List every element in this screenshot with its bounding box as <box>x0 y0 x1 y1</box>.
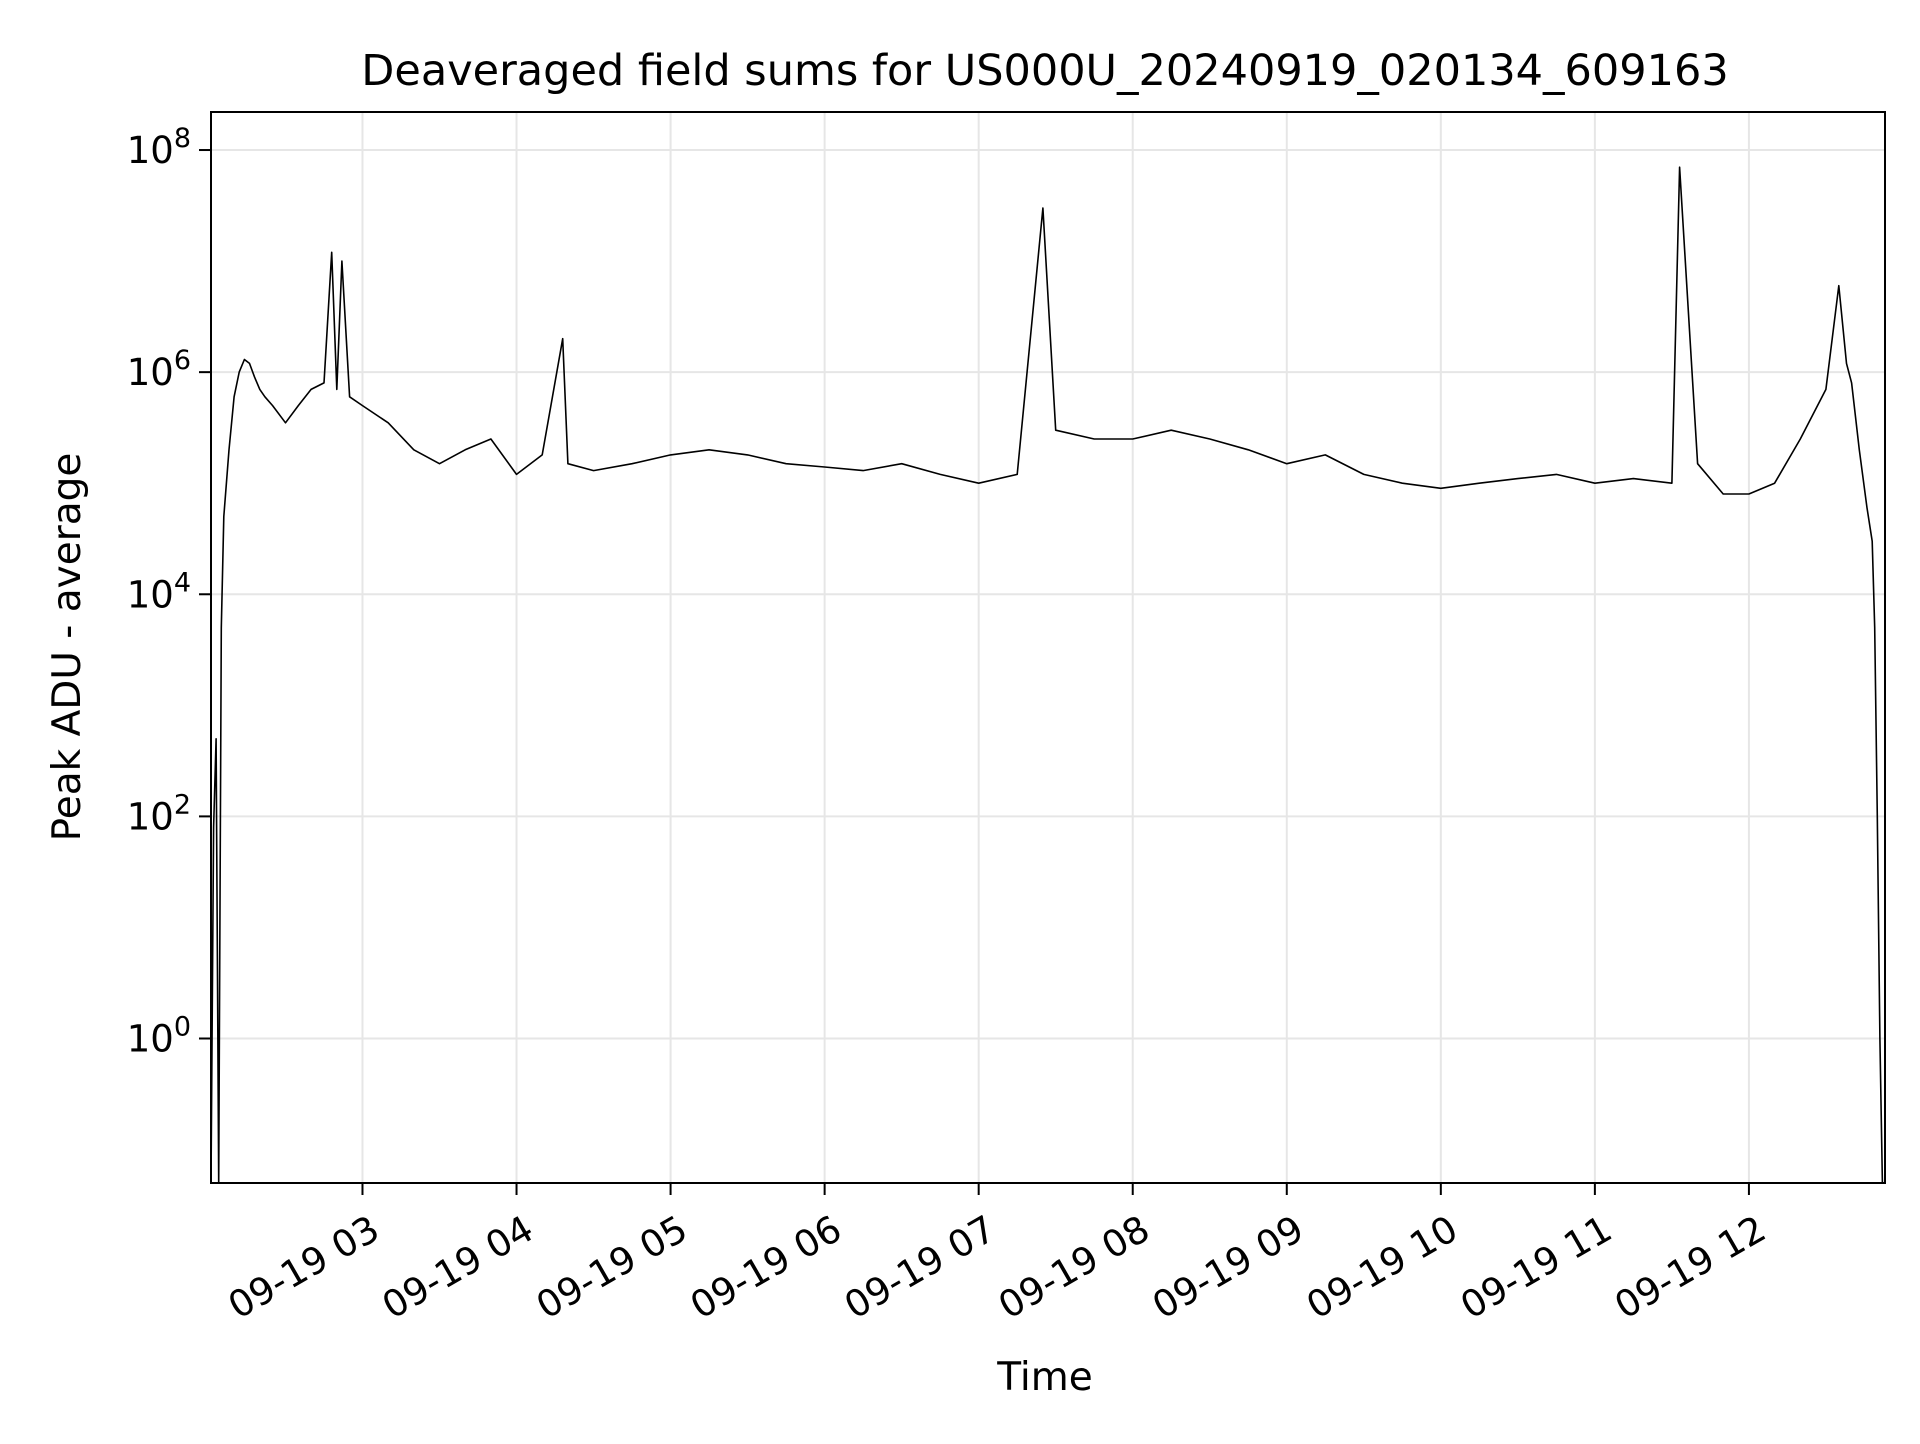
series-layer <box>210 166 1884 1184</box>
grid-lines <box>211 112 1885 1183</box>
y-tick-label: 102 <box>127 789 191 838</box>
y-tick-label: 100 <box>127 1012 191 1061</box>
data-series-line <box>210 166 1884 1184</box>
y-tick-base: 10 <box>127 351 174 394</box>
y-tick-label: 106 <box>127 345 191 394</box>
chart-title: Deaveraged field sums for US000U_2024091… <box>361 46 1728 96</box>
plot-frame <box>210 111 1886 1184</box>
y-tick-label: 104 <box>127 567 191 616</box>
y-tick-label: 108 <box>127 123 191 172</box>
y-tick-exponent: 6 <box>174 345 191 376</box>
y-tick-exponent: 2 <box>174 789 191 820</box>
y-tick-exponent: 0 <box>174 1012 191 1043</box>
y-axis-label: Peak ADU - average <box>45 453 90 842</box>
y-tick-exponent: 4 <box>174 567 191 598</box>
y-tick-exponent: 8 <box>174 123 191 154</box>
y-tick-base: 10 <box>127 129 174 172</box>
y-tick-base: 10 <box>127 1018 174 1061</box>
x-axis-label: Time <box>996 1355 1092 1400</box>
y-tick-base: 10 <box>127 795 174 838</box>
y-tick-base: 10 <box>127 573 174 616</box>
